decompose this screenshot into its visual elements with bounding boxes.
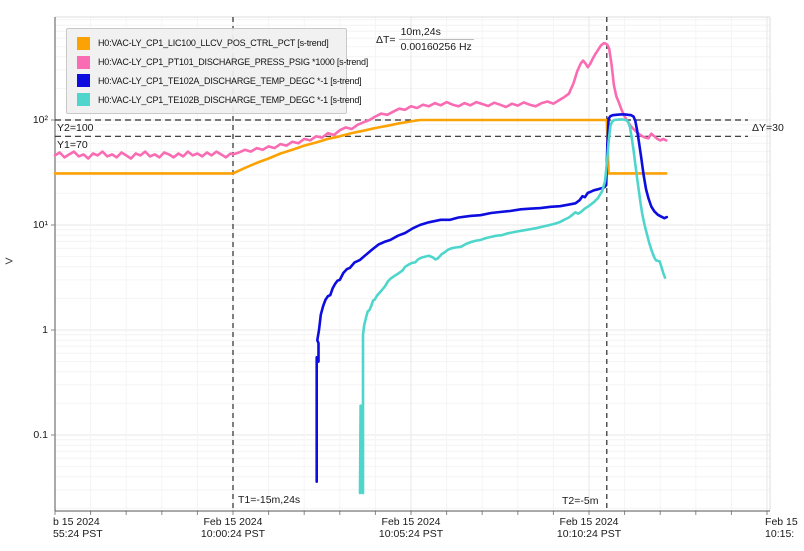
delta-t-annotation: ΔT= 10m,24s 0.00160256 Hz bbox=[376, 26, 474, 53]
t2-cursor-label: T2=-5m bbox=[562, 495, 599, 507]
legend-item[interactable]: H0:VAC-LY_CP1_TE102B_DISCHARGE_TEMP_DEGC… bbox=[77, 90, 362, 109]
legend-label: H0:VAC-LY_CP1_LIC100_LLCV_POS_CTRL_PCT [… bbox=[98, 38, 329, 49]
x-tick-label: Feb 15 10:15: bbox=[765, 516, 798, 540]
t1-cursor-label: T1=-15m,24s bbox=[238, 494, 301, 506]
delta-t-prefix: ΔT= bbox=[376, 33, 396, 46]
delta-t-value: 10m,24s bbox=[398, 26, 474, 40]
legend-item[interactable]: H0:VAC-LY_CP1_PT101_DISCHARGE_PRESS_PSIG… bbox=[77, 53, 368, 72]
legend-item[interactable]: H0:VAC-LY_CP1_TE102A_DISCHARGE_TEMP_DEGC… bbox=[77, 72, 362, 91]
legend-swatch-icon bbox=[77, 93, 90, 107]
legend-item[interactable]: H0:VAC-LY_CP1_LIC100_LLCV_POS_CTRL_PCT [… bbox=[77, 34, 338, 53]
delta-t-frequency: 0.00160256 Hz bbox=[400, 41, 472, 53]
y-tick-label: 1 bbox=[42, 324, 48, 336]
y1-cursor-label: Y1=70 bbox=[57, 139, 88, 151]
y2-cursor-label: Y2=100 bbox=[57, 122, 94, 134]
legend-label: H0:VAC-LY_CP1_TE102B_DISCHARGE_TEMP_DEGC… bbox=[98, 94, 362, 105]
y-axis-title: V bbox=[3, 257, 16, 265]
legend-label: H0:VAC-LY_CP1_TE102A_DISCHARGE_TEMP_DEGC… bbox=[98, 75, 362, 86]
x-tick-label: Feb 15 2024 10:10:24 PST bbox=[556, 516, 622, 540]
y-tick-label: 10² bbox=[32, 114, 48, 126]
y-tick-label: 0.1 bbox=[33, 429, 48, 441]
legend-swatch-icon bbox=[77, 55, 90, 69]
legend: H0:VAC-LY_CP1_LIC100_LLCV_POS_CTRL_PCT [… bbox=[66, 28, 368, 114]
x-tick-label: b 15 2024 55:24 PST bbox=[53, 516, 103, 540]
x-tick-label: Feb 15 2024 10:05:24 PST bbox=[378, 516, 444, 540]
x-tick-label: Feb 15 2024 10:00:24 PST bbox=[200, 516, 266, 540]
legend-swatch-icon bbox=[77, 74, 90, 88]
y-tick-label: 10¹ bbox=[32, 219, 48, 231]
delta-y-label: ΔY=30 bbox=[752, 122, 784, 134]
legend-swatch-icon bbox=[77, 36, 90, 50]
legend-label: H0:VAC-LY_CP1_PT101_DISCHARGE_PRESS_PSIG… bbox=[98, 57, 369, 68]
